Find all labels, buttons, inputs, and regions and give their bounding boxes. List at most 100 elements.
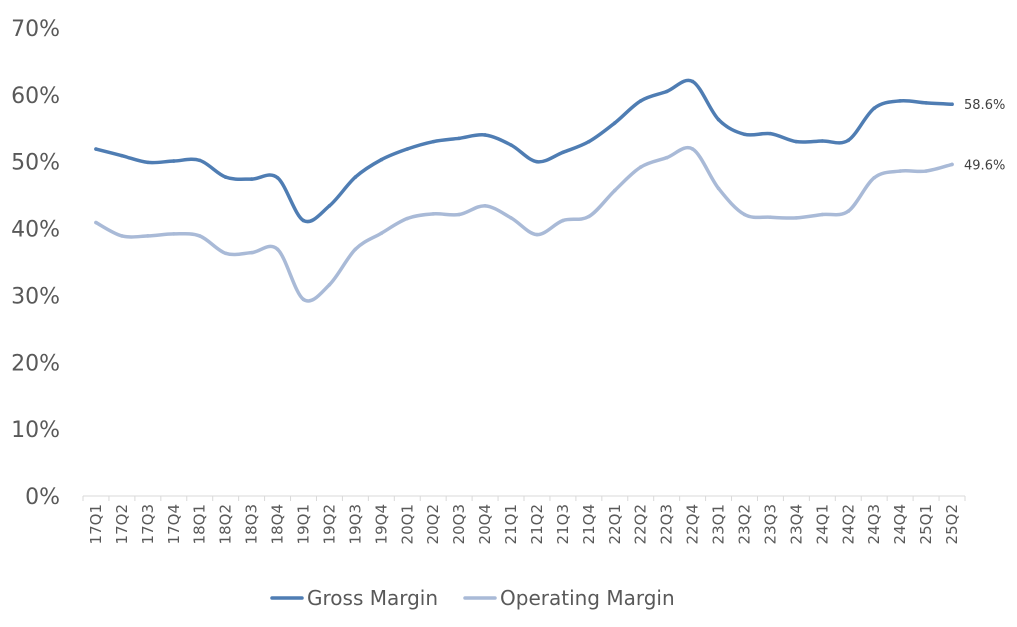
gross-margin-point <box>120 153 124 158</box>
gross-margin-point <box>924 101 928 105</box>
operating-margin-point <box>820 212 825 217</box>
x-tick-label: 18Q4 <box>269 504 287 544</box>
x-tick-label: 23Q1 <box>710 504 728 544</box>
operating-margin-point <box>742 212 747 217</box>
y-tick-label: 10% <box>11 418 60 443</box>
operating-margin-line <box>94 146 954 303</box>
y-tick-label: 20% <box>11 351 60 376</box>
gross-margin-point <box>612 121 617 125</box>
x-tick-label: 20Q2 <box>424 504 442 544</box>
gross-margin-point <box>898 99 902 103</box>
gross-margin-point <box>483 133 487 137</box>
x-tick-label: 19Q3 <box>346 504 364 544</box>
gross-margin-point <box>431 139 436 144</box>
operating-margin-point <box>872 175 877 180</box>
operating-margin-point <box>431 212 436 216</box>
x-axis: 17Q1 17Q2 17Q3 17Q4 18Q1 18Q2 18Q3 18Q4 19Q1 19Q2… <box>82 495 966 544</box>
operating-margin-point <box>950 162 954 167</box>
gross-margin-point <box>846 138 851 143</box>
operating-margin-point <box>587 214 591 219</box>
x-tick-label: 17Q3 <box>139 504 157 544</box>
x-tick-label: 22Q3 <box>658 504 676 544</box>
x-tick-label: 21Q3 <box>554 504 572 544</box>
x-tick-label: 19Q1 <box>295 504 313 544</box>
x-tick-label: 21Q4 <box>580 504 598 544</box>
x-tick-label: 25Q2 <box>943 504 961 544</box>
gross-margin-point <box>690 79 695 84</box>
operating-margin-point <box>327 282 332 287</box>
gross-margin-point <box>223 175 228 179</box>
operating-margin-point <box>612 188 617 193</box>
operating-margin-point <box>197 234 202 238</box>
x-tick-label: 19Q2 <box>320 504 338 544</box>
operating-margin-point <box>924 169 928 173</box>
gross-margin-point <box>146 160 150 165</box>
x-tick-label: 18Q2 <box>217 504 235 544</box>
x-tick-label: 21Q1 <box>502 504 520 544</box>
y-tick-label: 50% <box>11 151 60 176</box>
gross-margin-point <box>171 159 176 163</box>
x-tick-label: 24Q1 <box>813 504 831 544</box>
gross-margin-point <box>405 147 410 151</box>
operating-margin-point <box>379 231 384 236</box>
x-tick-label: 23Q2 <box>736 504 754 544</box>
x-tick-label: 23Q3 <box>761 504 779 544</box>
operating-margin-point <box>509 216 513 220</box>
gross-margin-point <box>94 147 98 151</box>
operating-margin-point <box>353 247 358 252</box>
operating-margin-point <box>275 247 280 252</box>
x-tick-label: 22Q1 <box>606 504 624 544</box>
x-tick-label: 19Q4 <box>372 504 390 544</box>
x-tick-label: 20Q3 <box>450 504 468 544</box>
end-labels: 58.6% 49.6% <box>964 98 1005 173</box>
gross-margin-point <box>561 150 565 155</box>
gross-margin-point <box>353 175 358 179</box>
gross-margin-point <box>820 139 825 143</box>
operating-margin-point <box>561 218 565 223</box>
legend: Gross Margin Operating Margin <box>270 586 675 610</box>
gross-margin-point <box>950 102 954 107</box>
operating-margin-point <box>535 232 539 237</box>
operating-margin-point <box>146 234 150 238</box>
y-tick-label: 40% <box>11 218 60 243</box>
x-tick-label: 20Q4 <box>476 504 494 544</box>
gross-margin-point <box>587 139 591 144</box>
operating-margin-point <box>457 212 461 217</box>
operating-margin-point <box>664 155 669 160</box>
operating-margin-point <box>794 216 799 220</box>
x-tick-label: 21Q2 <box>528 504 546 544</box>
gross-margin-point <box>275 175 280 180</box>
x-tick-label: 23Q4 <box>787 504 805 544</box>
x-tick-label: 17Q2 <box>113 504 131 544</box>
gross-margin-point <box>197 158 202 163</box>
operating-margin-point <box>120 234 124 238</box>
gross-margin-point <box>509 143 513 147</box>
operating-margin-point <box>638 165 643 169</box>
x-tick-label: 18Q1 <box>191 504 209 544</box>
x-tick-label: 17Q4 <box>165 504 183 544</box>
x-tick-label: 25Q1 <box>917 504 935 544</box>
operating-margin-end-label: 49.6% <box>964 158 1005 173</box>
operating-margin-point <box>768 215 773 220</box>
gross-margin-point <box>327 204 332 208</box>
operating-margin-point <box>716 186 721 191</box>
legend-label-gross-margin: Gross Margin <box>307 586 438 610</box>
gross-margin-line <box>94 78 954 224</box>
x-tick-label: 17Q1 <box>87 504 105 544</box>
gross-margin-end-label: 58.6% <box>964 98 1005 113</box>
gross-margin-point <box>638 99 643 103</box>
gross-margin-point <box>301 218 306 223</box>
gross-margin-point <box>535 159 539 164</box>
gross-margin-point <box>249 177 254 181</box>
gross-margin-point <box>794 139 799 144</box>
operating-margin-point <box>898 169 902 173</box>
y-tick-label: 70% <box>11 17 60 42</box>
operating-margin-point <box>405 216 410 221</box>
operating-margin-point <box>171 232 176 236</box>
gross-margin-point <box>664 89 669 94</box>
x-tick-label: 22Q2 <box>632 504 650 544</box>
x-tick-label: 22Q4 <box>684 504 702 544</box>
x-tick-label: 24Q3 <box>865 504 883 544</box>
operating-margin-point <box>249 250 254 255</box>
series-layer <box>94 78 954 303</box>
